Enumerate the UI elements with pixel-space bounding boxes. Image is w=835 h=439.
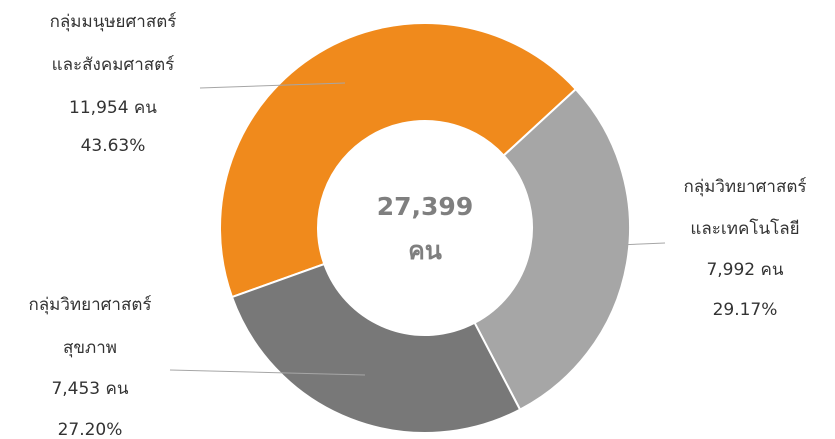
percent-label: 43.63% (81, 136, 146, 156)
slice-label: กลุ่มวิทยาศาสตร์ (28, 295, 151, 315)
donut-slice (219, 22, 578, 299)
value-label: 11,954 คน (69, 98, 157, 118)
center-unit: คน (408, 236, 442, 265)
leader-line (544, 242, 666, 249)
slice-label: และสังคมศาสตร์ (52, 55, 175, 75)
value-label: 7,992 คน (706, 260, 783, 280)
slice-label: และเทคโนโลยี (690, 218, 799, 239)
donut-slice (473, 87, 631, 411)
leader-line (199, 82, 346, 89)
slice-label: กลุ่มวิทยาศาสตร์ (683, 177, 806, 197)
donut-slice (230, 262, 522, 434)
percent-label: 27.20% (58, 420, 123, 439)
percent-label: 29.17% (713, 300, 778, 320)
slice-label: สุขภาพ (63, 338, 117, 358)
center-total: 27,399 (377, 192, 473, 221)
slice-label: กลุ่มมนุษยศาสตร์ (50, 12, 177, 32)
value-label: 7,453 คน (51, 379, 128, 399)
leader-line (169, 369, 366, 376)
